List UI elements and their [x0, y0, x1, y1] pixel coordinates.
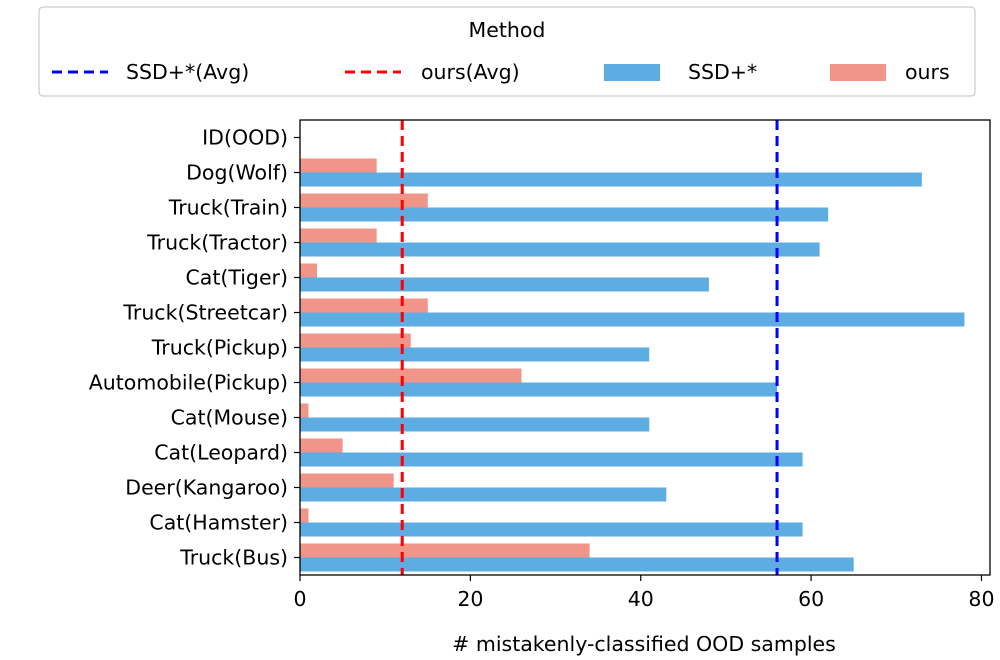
x-tick-label-40: 40 — [628, 587, 654, 611]
legend-title: Method — [469, 18, 546, 42]
y-tick-label-dog-wolf: Dog(Wolf) — [186, 161, 288, 185]
y-tick-label-cat-tiger: Cat(Tiger) — [185, 266, 288, 290]
y-tick-label-truck-streetcar: Truck(Streetcar) — [122, 301, 288, 325]
bar-ssd-cat-mouse — [300, 417, 650, 432]
bar-ssd-truck-pickup — [300, 347, 650, 362]
legend-swatch-ours — [830, 64, 886, 81]
y-tick-label-truck-pickup: Truck(Pickup) — [151, 336, 288, 360]
legend-swatch-ssd — [604, 64, 660, 81]
y-tick-label-truck-bus: Truck(Bus) — [179, 546, 288, 570]
y-tick-label-truck-tractor: Truck(Tractor) — [146, 231, 288, 255]
bar-ours-dog-wolf — [300, 158, 377, 173]
bar-ours-truck-bus — [300, 543, 590, 558]
bar-ssd-cat-tiger — [300, 277, 709, 292]
legend-label-ours: ours — [905, 60, 950, 84]
y-tick-label-automobile-pickup: Automobile(Pickup) — [89, 371, 288, 395]
bar-ours-truck-train — [300, 193, 428, 208]
bar-ours-deer-kangaroo — [300, 473, 394, 488]
bar-ssd-truck-train — [300, 207, 829, 222]
bar-ours-truck-pickup — [300, 333, 411, 348]
y-tick-label-cat-mouse: Cat(Mouse) — [171, 406, 288, 430]
legend: Method SSD+*(Avg) ours(Avg) SSD+* ours — [38, 6, 976, 97]
bar-ssd-truck-bus — [300, 557, 854, 572]
bar-ours-automobile-pickup — [300, 368, 522, 383]
x-tick-label-80: 80 — [968, 587, 994, 611]
bar-ours-truck-tractor — [300, 228, 377, 243]
bar-ours-cat-mouse — [300, 403, 309, 418]
x-axis-title: # mistakenly-classified OOD samples — [452, 632, 836, 656]
bar-ssd-truck-streetcar — [300, 312, 965, 327]
bar-ours-cat-tiger — [300, 263, 318, 278]
x-tick-label-20: 20 — [457, 587, 483, 611]
bar-ssd-dog-wolf — [300, 172, 922, 187]
x-tick-label-60: 60 — [798, 587, 824, 611]
bar-ours-cat-leopard — [300, 438, 343, 453]
y-tick-label-truck-train: Truck(Train) — [168, 196, 288, 220]
bar-ours-cat-hamster — [300, 508, 309, 523]
legend-label-ssd: SSD+* — [688, 60, 757, 84]
bar-ssd-deer-kangaroo — [300, 487, 667, 502]
y-tick-label-deer-kangaroo: Deer(Kangaroo) — [125, 476, 288, 500]
bar-ours-truck-streetcar — [300, 298, 428, 313]
plot-area: 0 20 40 60 80 Truck(Bus) Cat(Hamster) Deer(Kang… — [89, 119, 995, 611]
bar-ssd-automobile-pickup — [300, 382, 778, 397]
y-tick-label-cat-hamster: Cat(Hamster) — [149, 511, 288, 535]
bar-ssd-cat-hamster — [300, 522, 803, 537]
legend-label-ssd-avg: SSD+*(Avg) — [126, 60, 249, 84]
legend-label-ours-avg: ours(Avg) — [421, 60, 520, 84]
bar-ssd-cat-leopard — [300, 452, 803, 467]
y-tick-label-cat-leopard: Cat(Leopard) — [154, 441, 288, 465]
x-tick-label-0: 0 — [293, 587, 306, 611]
legend-frame — [38, 6, 976, 97]
y-tick-label-id-ood: ID(OOD) — [202, 126, 288, 150]
bar-ssd-truck-tractor — [300, 242, 820, 257]
